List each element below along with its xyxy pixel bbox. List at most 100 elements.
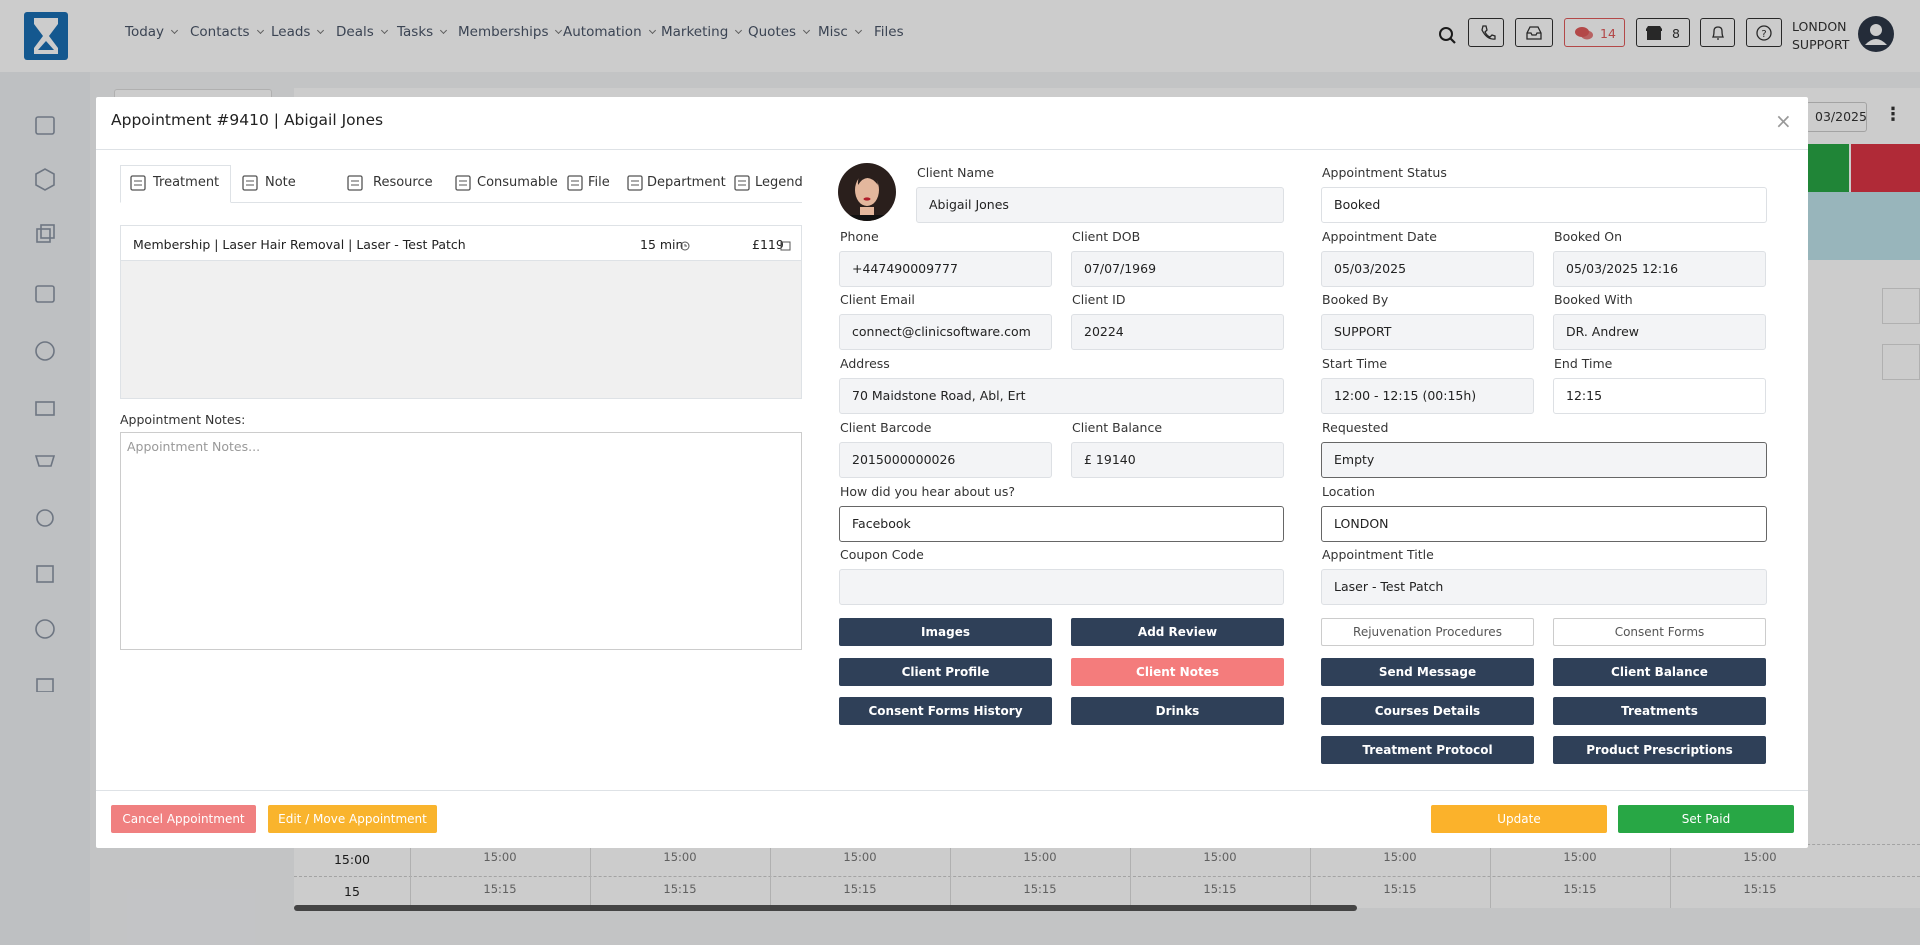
slot-time[interactable]: 15:00: [1743, 850, 1777, 864]
nav-menu: Today Contacts Leads Deals Tasks Memberships A…: [0, 24, 1000, 44]
nav-tools: 14 8? LONDON SUPPORT: [1430, 16, 1920, 56]
nav-item[interactable]: Misc: [818, 24, 862, 40]
action-button[interactable]: Client Balance: [1553, 658, 1766, 686]
slot-time[interactable]: 15:15: [843, 882, 877, 896]
nav-item[interactable]: Tasks: [397, 24, 448, 40]
tool-button[interactable]: [1746, 18, 1782, 47]
slot-time[interactable]: 15:00: [1203, 850, 1237, 864]
field-input[interactable]: [1321, 314, 1534, 351]
action-button[interactable]: Rejuvenation Procedures: [1321, 618, 1534, 646]
tool-button[interactable]: [1515, 18, 1553, 47]
slot-time[interactable]: 15:00: [843, 850, 877, 864]
action-button[interactable]: Treatment Protocol: [1321, 736, 1534, 764]
action-button[interactable]: Consent Forms: [1553, 618, 1766, 646]
field-input[interactable]: [1321, 378, 1534, 415]
field-input[interactable]: [1553, 378, 1766, 415]
inbox-icon-glyph: [1526, 26, 1542, 40]
footer-button[interactable]: Edit / Move Appointment: [268, 805, 437, 833]
field-input[interactable]: [1071, 441, 1284, 478]
field-input[interactable]: [1321, 505, 1767, 542]
tool-button[interactable]: [1564, 18, 1625, 47]
tab[interactable]: Note: [265, 175, 296, 190]
action-button[interactable]: Drinks: [1071, 697, 1284, 725]
slot-time[interactable]: 15:15: [1023, 882, 1057, 896]
field-value: +447490009777: [852, 260, 958, 276]
field-input[interactable]: [839, 378, 1284, 415]
footer-button[interactable]: Update: [1431, 805, 1607, 833]
field-input[interactable]: [1321, 250, 1534, 287]
top-nav: [0, 0, 1920, 72]
nav-item[interactable]: Quotes: [748, 24, 811, 40]
footer-button[interactable]: Set Paid: [1618, 805, 1794, 833]
slot-time[interactable]: 15:00: [663, 850, 697, 864]
slot-time[interactable]: 15:00: [1023, 850, 1057, 864]
action-button[interactable]: Product Prescriptions: [1553, 736, 1766, 764]
field-input[interactable]: [1321, 187, 1767, 223]
slot-time[interactable]: 15:15: [1383, 882, 1417, 896]
tab[interactable]: File: [588, 175, 610, 190]
logo: [24, 12, 68, 60]
field-input[interactable]: [839, 505, 1284, 542]
field-label: Booked By: [1322, 292, 1389, 308]
slot-line: [590, 844, 591, 876]
field-value: connect@clinicsoftware.com: [852, 324, 1031, 340]
field-input[interactable]: [839, 250, 1052, 287]
field-input[interactable]: [839, 441, 1052, 478]
field-input[interactable]: [1071, 250, 1284, 287]
action-button[interactable]: Client Notes: [1071, 658, 1284, 686]
action-button[interactable]: Images: [839, 618, 1052, 646]
field-input[interactable]: [1071, 314, 1284, 351]
action-button[interactable]: Add Review: [1071, 618, 1284, 646]
close-button[interactable]: ×: [1775, 109, 1792, 133]
notes-textarea[interactable]: [120, 432, 802, 650]
nav-item[interactable]: Today: [125, 24, 179, 40]
tool-button[interactable]: [1636, 18, 1690, 47]
slot-time[interactable]: 15:00: [1563, 850, 1597, 864]
tab[interactable]: Treatment: [153, 175, 220, 190]
tab[interactable]: Department: [647, 175, 726, 190]
tool-button[interactable]: [1700, 18, 1735, 47]
action-button[interactable]: Client Profile: [839, 658, 1052, 686]
tab-bar-line: [120, 202, 802, 203]
nav-item[interactable]: Leads: [271, 24, 325, 40]
nav-item[interactable]: Automation: [563, 24, 656, 40]
field-input[interactable]: [1321, 441, 1767, 478]
field-input[interactable]: [839, 569, 1284, 606]
inbox-icon: [1525, 24, 1543, 46]
nav-item[interactable]: Memberships: [458, 24, 563, 40]
nav-item[interactable]: Files: [874, 24, 904, 40]
field-label: Address: [840, 356, 890, 372]
action-button[interactable]: Consent Forms History: [839, 697, 1052, 725]
slot-time[interactable]: 15:15: [663, 882, 697, 896]
tab[interactable]: Legend: [755, 175, 803, 190]
action-button[interactable]: Send Message: [1321, 658, 1534, 686]
action-button[interactable]: Courses Details: [1321, 697, 1534, 725]
field-input[interactable]: [1553, 314, 1766, 351]
footer-button[interactable]: Cancel Appointment: [111, 805, 256, 833]
nav-item[interactable]: Marketing: [661, 24, 743, 40]
slot-time[interactable]: 15:15: [1203, 882, 1237, 896]
nav-item[interactable]: Contacts: [190, 24, 264, 40]
slot-time[interactable]: 15:00: [483, 850, 517, 864]
slot-time[interactable]: 15:15: [1743, 882, 1777, 896]
field-input[interactable]: [1321, 569, 1767, 606]
action-button[interactable]: Treatments: [1553, 697, 1766, 725]
field-value: 70 Maidstone Road, Abl, Ert: [852, 388, 1026, 404]
field-input[interactable]: [916, 187, 1284, 223]
field-input[interactable]: [1553, 250, 1766, 287]
search-icon: [1438, 26, 1458, 50]
tool-button[interactable]: [1468, 18, 1504, 47]
nav-item[interactable]: Deals: [336, 24, 388, 40]
slot-time[interactable]: 15:00: [1383, 850, 1417, 864]
field-input[interactable]: [839, 314, 1052, 351]
menu-dots[interactable]: ⋮: [1884, 104, 1902, 125]
tab[interactable]: Resource: [373, 175, 433, 190]
slot-time[interactable]: 15:15: [1563, 882, 1597, 896]
tab[interactable]: Consumable: [477, 175, 558, 190]
slot-time[interactable]: 15:15: [483, 882, 517, 896]
status-col-green: [1807, 144, 1849, 192]
scrollbar[interactable]: [294, 905, 1357, 911]
tab-icon: [241, 174, 259, 196]
tab-icon-glyph: [627, 175, 643, 191]
slot-line: [770, 844, 771, 876]
